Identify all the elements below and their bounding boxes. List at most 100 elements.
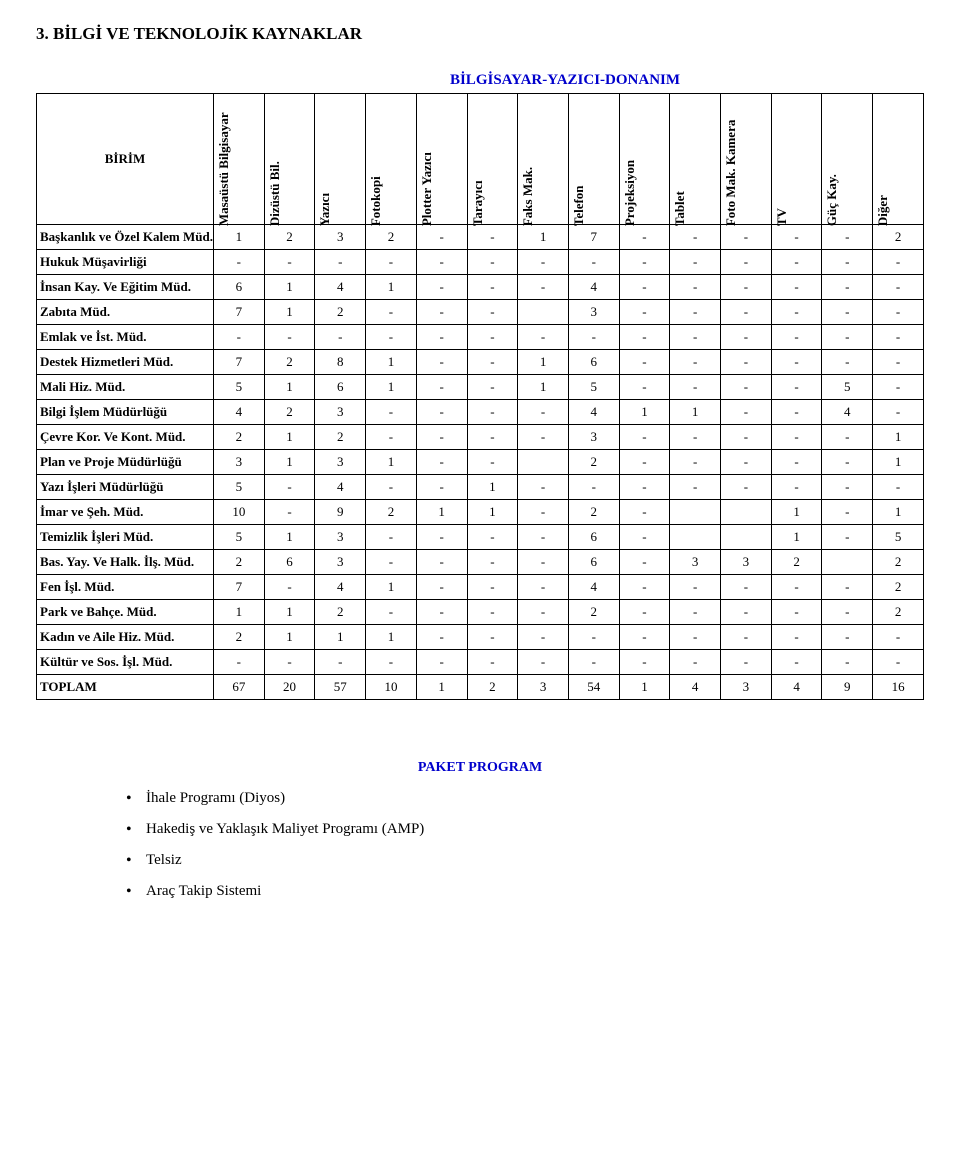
table-cell: 1 [366, 375, 417, 400]
table-cell: 1 [873, 450, 924, 475]
table-cell: - [721, 325, 772, 350]
table-cell: 10 [366, 675, 417, 700]
col-header: TV [771, 94, 822, 225]
table-cell: - [670, 250, 721, 275]
table-cell: - [568, 250, 619, 275]
table-cell: - [619, 500, 670, 525]
table-cell: - [416, 525, 467, 550]
table-cell: 1 [315, 625, 366, 650]
table-cell: 1 [518, 375, 569, 400]
row-label: Kadın ve Aile Hiz. Müd. [37, 625, 214, 650]
table-cell: 2 [568, 500, 619, 525]
table-cell: - [822, 650, 873, 675]
table-cell: - [619, 225, 670, 250]
col-header-text: Foto Mak. Kamera [724, 206, 738, 226]
table-row: Başkanlık ve Özel Kalem Müd.1232--17----… [37, 225, 924, 250]
table-row: Zabıta Müd.712---3------ [37, 300, 924, 325]
table-cell: 4 [568, 575, 619, 600]
page-title: 3. BİLGİ VE TEKNOLOJİK KAYNAKLAR [36, 24, 924, 44]
row-label: TOPLAM [37, 675, 214, 700]
table-cell: 4 [315, 475, 366, 500]
table-cell: - [822, 575, 873, 600]
table-cell: 3 [214, 450, 265, 475]
row-label: Zabıta Müd. [37, 300, 214, 325]
table-cell: 2 [214, 625, 265, 650]
table-cell: - [416, 350, 467, 375]
table-cell: - [467, 350, 518, 375]
table-cell: - [416, 625, 467, 650]
table-cell: - [873, 400, 924, 425]
table-cell: - [619, 575, 670, 600]
row-label: Fen İşl. Müd. [37, 575, 214, 600]
table-cell: - [619, 450, 670, 475]
table-cell: - [721, 375, 772, 400]
table-cell: - [873, 250, 924, 275]
table-cell: - [467, 575, 518, 600]
table-cell: - [416, 450, 467, 475]
row-label: Hukuk Müşavirliği [37, 250, 214, 275]
col-header-text: Tarayıcı [470, 206, 484, 226]
table-cell: - [619, 475, 670, 500]
table-row: Emlak ve İst. Müd.-------------- [37, 325, 924, 350]
table-cell: 1 [264, 625, 315, 650]
table-cell: - [822, 425, 873, 450]
table-cell: 1 [214, 600, 265, 625]
table-cell: - [416, 375, 467, 400]
table-cell: - [822, 500, 873, 525]
table-cell: - [518, 500, 569, 525]
table-cell: 1 [873, 500, 924, 525]
col-header-text: Projeksiyon [622, 206, 636, 226]
list-item: Hakediş ve Yaklaşık Maliyet Programı (AM… [126, 821, 924, 838]
table-cell: 54 [568, 675, 619, 700]
table-cell: - [416, 600, 467, 625]
table-cell: - [518, 600, 569, 625]
table-cell: 5 [214, 375, 265, 400]
table-cell: - [721, 625, 772, 650]
table-cell: 6 [264, 550, 315, 575]
table-cell: - [315, 650, 366, 675]
programs-title: PAKET PROGRAM [36, 760, 924, 776]
table-cell: - [366, 400, 417, 425]
table-cell: - [518, 400, 569, 425]
table-cell: 7 [214, 350, 265, 375]
table-cell [670, 500, 721, 525]
table-cell: 1 [619, 675, 670, 700]
col-header-text: Yazıcı [318, 206, 332, 226]
table-cell: - [721, 475, 772, 500]
table-cell: - [518, 650, 569, 675]
table-cell: - [416, 275, 467, 300]
table-cell: 2 [568, 600, 619, 625]
table-cell: - [366, 550, 417, 575]
col-header: Tablet [670, 94, 721, 225]
table-cell: - [619, 425, 670, 450]
table-cell: 2 [214, 550, 265, 575]
table-cell: - [771, 400, 822, 425]
hardware-table: BİRİM Masaüstü Bilgisayar Dizüstü Bil. Y… [36, 93, 924, 700]
table-cell: 5 [568, 375, 619, 400]
table-cell: - [670, 575, 721, 600]
list-item: Araç Takip Sistemi [126, 883, 924, 900]
table-cell: 6 [315, 375, 366, 400]
table-cell: 2 [315, 300, 366, 325]
col-header-text: Fotokopi [369, 206, 383, 226]
table-cell: 1 [518, 225, 569, 250]
table-cell: - [619, 625, 670, 650]
row-label: Yazı İşleri Müdürlüğü [37, 475, 214, 500]
row-label: Bas. Yay. Ve Halk. İlş. Müd. [37, 550, 214, 575]
table-cell: - [467, 400, 518, 425]
table-cell: 7 [214, 575, 265, 600]
table-row: Destek Hizmetleri Müd.7281--16------ [37, 350, 924, 375]
table-cell: - [771, 300, 822, 325]
table-cell: 2 [366, 500, 417, 525]
table-row: Çevre Kor. Ve Kont. Müd.212----3-----1 [37, 425, 924, 450]
table-cell: 1 [771, 525, 822, 550]
table-cell: - [416, 425, 467, 450]
table-cell: - [467, 625, 518, 650]
table-cell: 1 [771, 500, 822, 525]
table-cell: 3 [568, 425, 619, 450]
table-cell: 10 [214, 500, 265, 525]
col-header-text: Diğer [876, 206, 890, 226]
table-cell: 4 [214, 400, 265, 425]
table-cell: - [518, 275, 569, 300]
table-cell: 1 [416, 675, 467, 700]
